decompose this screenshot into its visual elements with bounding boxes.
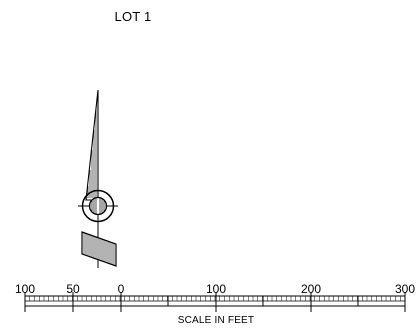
- lot-label: LOT 1: [114, 9, 152, 24]
- scale-tick-label: 300: [394, 282, 416, 296]
- scale-bar: [24, 292, 406, 312]
- scale-tick-label: 50: [66, 282, 80, 296]
- scale-tick-label: 0: [117, 282, 125, 296]
- scale-tick-label: 100: [14, 282, 36, 296]
- scale-tick-label: 100: [205, 282, 227, 296]
- scale-caption: SCALE IN FEET: [177, 315, 255, 326]
- hatched-parcel-symbol: [81, 231, 117, 267]
- survey-monument-icon: [78, 184, 118, 268]
- scale-tick-label: 200: [300, 282, 322, 296]
- north-arrow-icon: [85, 89, 99, 201]
